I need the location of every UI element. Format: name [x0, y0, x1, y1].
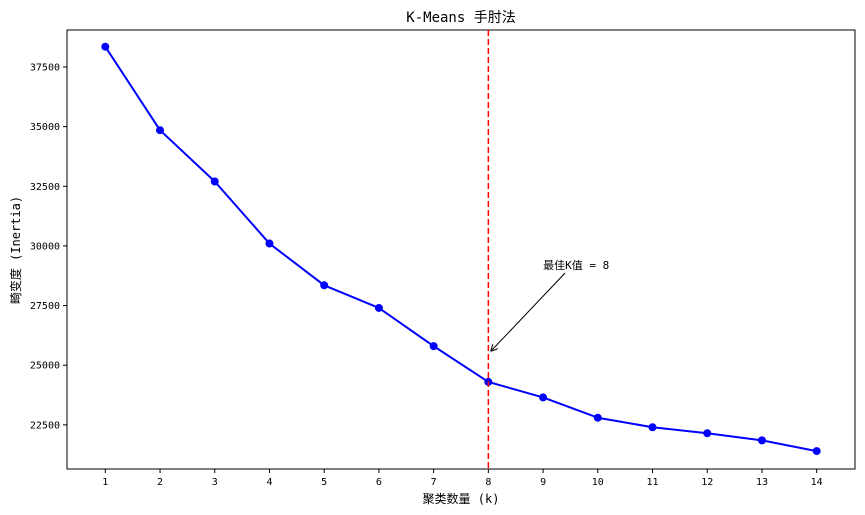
data-point — [812, 447, 821, 456]
series-line — [104, 46, 817, 453]
x-tick-label: 4 — [266, 477, 272, 488]
data-point — [539, 393, 548, 402]
x-tick-label: 13 — [756, 477, 768, 488]
x-tick-label: 6 — [376, 477, 382, 488]
data-point — [265, 239, 274, 248]
data-point — [374, 303, 383, 312]
data-point — [429, 342, 438, 351]
y-tick-label: 25000 — [30, 361, 60, 372]
x-tick-label: 8 — [485, 477, 491, 488]
y-tick-label: 37500 — [30, 62, 60, 73]
data-point — [703, 429, 712, 438]
x-tick-label: 1 — [102, 477, 108, 488]
data-point — [156, 126, 165, 135]
x-tick-label: 14 — [811, 477, 823, 488]
data-point — [210, 177, 219, 186]
x-tick-label: 5 — [321, 477, 327, 488]
plot-area: 1 2 3 4 5 6 7 8 9 10 11 12 13 14225002500027500300003… — [30, 29, 856, 488]
chart-title: K-Means 手肘法 — [406, 10, 515, 26]
x-tick-label: 3 — [212, 477, 218, 488]
y-tick-label: 30000 — [30, 241, 60, 252]
y-axis-label: 畸变度 (Inertia) — [8, 196, 23, 304]
data-point — [648, 423, 657, 432]
axes-frame — [66, 29, 856, 470]
y-tick-label: 32500 — [30, 182, 60, 193]
data-point — [320, 281, 329, 290]
y-tick-label: 27500 — [30, 301, 60, 312]
x-tick-label: 7 — [431, 477, 437, 488]
annotation-label: 最佳K值 = 8 — [543, 258, 609, 272]
data-point — [593, 413, 602, 422]
x-tick-label: 11 — [647, 477, 659, 488]
y-tick-label: 22500 — [30, 420, 60, 431]
x-tick-label: 9 — [540, 477, 546, 488]
x-tick-label: 10 — [592, 477, 604, 488]
y-tick-label: 35000 — [30, 122, 60, 133]
annotation-arrow — [491, 272, 566, 351]
x-tick-label: 12 — [701, 477, 713, 488]
data-point — [101, 42, 110, 51]
x-tick-label: 2 — [157, 477, 163, 488]
data-point — [757, 436, 766, 445]
x-axis-label: 聚类数量 (k) — [423, 491, 500, 506]
